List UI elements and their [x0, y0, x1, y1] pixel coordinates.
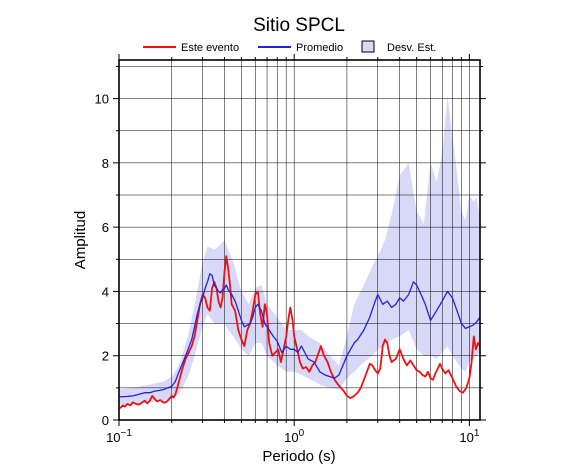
- series-line-promedio: [119, 273, 480, 398]
- legend-label-promedio: Promedio: [296, 42, 343, 54]
- y-tick-label: 8: [102, 156, 109, 171]
- y-tick-label: 10: [95, 92, 109, 107]
- series-desv-est-band: [119, 95, 480, 406]
- legend: Este evento Promedio Desv. Est.: [143, 40, 436, 54]
- y-tick-label: 2: [102, 349, 109, 364]
- x-tick-label: 101: [459, 428, 479, 445]
- plot-frame: [118, 59, 481, 421]
- y-tick-label: 0: [102, 413, 109, 428]
- legend-label-este-evento: Este evento: [181, 42, 239, 54]
- y-tick-label: 4: [102, 284, 109, 299]
- plot-area: 0 2 4 6 8 10 10−1 100 101: [95, 54, 486, 445]
- x-axis-label: Periodo (s): [262, 448, 335, 465]
- x-tick-label: 100: [284, 428, 304, 445]
- y-axis-label: Amplitud: [72, 211, 89, 269]
- series-line-este-evento: [119, 255, 480, 410]
- legend-swatch-desv-est: [361, 40, 375, 53]
- y-tick-label: 6: [102, 220, 109, 235]
- chart-title: Sitio SPCL: [253, 15, 345, 36]
- x-tick-label: 10−1: [106, 428, 132, 445]
- legend-label-desv-est: Desv. Est.: [387, 42, 436, 54]
